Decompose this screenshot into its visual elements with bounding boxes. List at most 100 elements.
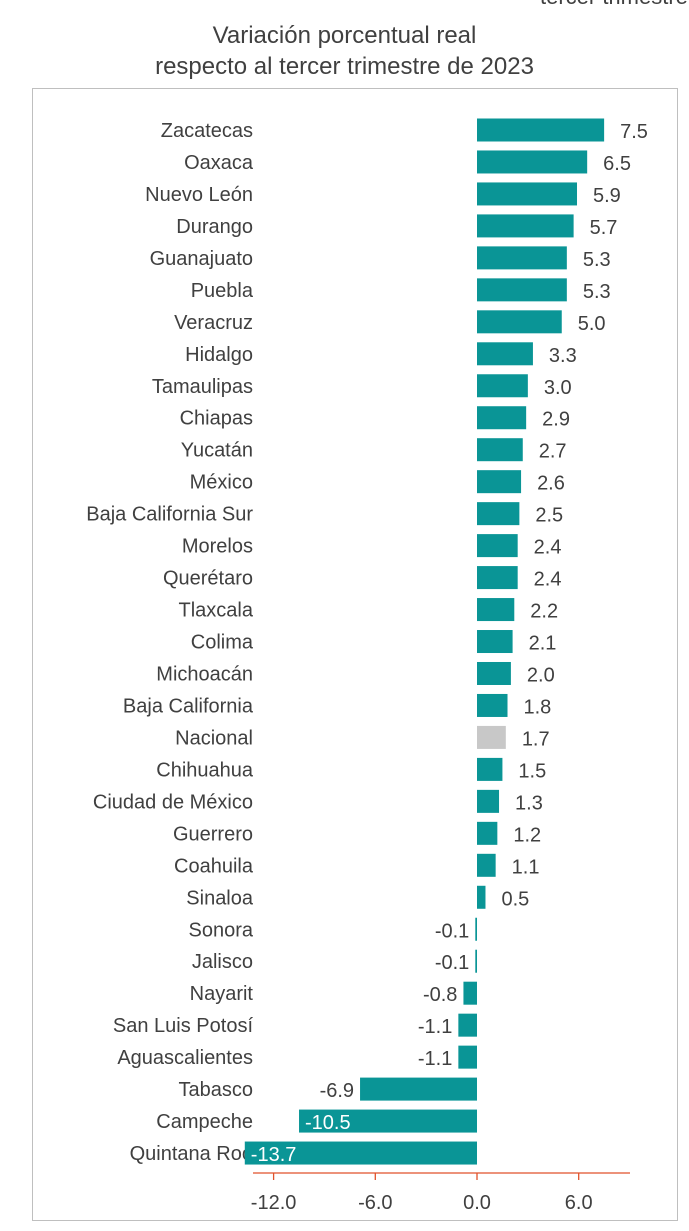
- category-label-sonora: Sonora: [189, 919, 254, 941]
- bar-tabasco: [360, 1077, 477, 1101]
- value-label-chihuahua: 1.5: [518, 760, 546, 782]
- bar-campeche: [299, 1109, 477, 1133]
- category-label-hidalgo: Hidalgo: [185, 344, 253, 366]
- value-label-guanajuato: 5.3: [583, 249, 611, 271]
- category-label-aguascalientes: Aguascalientes: [117, 1047, 253, 1069]
- category-label-durango: Durango: [176, 216, 253, 238]
- value-label-mexico: 2.6: [537, 473, 565, 495]
- category-label-nacional: Nacional: [175, 727, 253, 749]
- category-label-michoacan: Michoacán: [156, 663, 253, 685]
- bar-michoacan: [477, 661, 511, 685]
- bar-guerrero: [477, 821, 498, 845]
- bar-tlaxcala: [477, 598, 515, 622]
- x-tick-label-0: -12.0: [251, 1192, 297, 1214]
- bar-chiapas: [477, 406, 527, 430]
- x-tick-label-2: 0.0: [463, 1192, 491, 1214]
- category-label-oaxaca: Oaxaca: [184, 152, 254, 174]
- x-tick-label-1: -6.0: [358, 1192, 392, 1214]
- value-label-tlaxcala: 2.2: [530, 601, 558, 623]
- bar-oaxaca: [477, 150, 588, 174]
- value-label-michoacan: 2.0: [527, 664, 555, 686]
- bar-jalisco: [475, 949, 477, 973]
- category-label-mexico: México: [190, 472, 253, 494]
- value-label-quintana-roo: -13.7: [251, 1144, 297, 1166]
- category-label-baja-california-sur: Baja California Sur: [86, 504, 253, 526]
- value-label-tamaulipas: 3.0: [544, 377, 572, 399]
- value-label-nayarit: -0.8: [423, 984, 457, 1006]
- value-label-aguascalientes: -1.1: [418, 1048, 452, 1070]
- bar-tamaulipas: [477, 374, 528, 398]
- value-label-yucatan: 2.7: [539, 441, 567, 463]
- value-label-nuevo-leon: 5.9: [593, 185, 621, 207]
- x-tick-label-3: 6.0: [565, 1192, 593, 1214]
- value-label-campeche: -10.5: [305, 1112, 351, 1134]
- bar-hidalgo: [477, 342, 533, 366]
- value-label-sinaloa: 0.5: [501, 888, 529, 910]
- value-label-nacional: 1.7: [522, 728, 550, 750]
- value-label-san-luis-potosi: -1.1: [418, 1016, 452, 1038]
- category-label-campeche: Campeche: [156, 1111, 253, 1133]
- category-label-nayarit: Nayarit: [190, 983, 254, 1005]
- chart-title-line-2: respecto al tercer trimestre de 2023: [155, 53, 534, 80]
- value-label-puebla: 5.3: [583, 281, 611, 303]
- value-label-queretaro: 2.4: [534, 569, 562, 591]
- value-label-baja-california: 1.8: [524, 696, 552, 718]
- bar-morelos: [477, 534, 518, 558]
- bar-guanajuato: [477, 246, 567, 270]
- plot-area-frame: [32, 88, 678, 1221]
- clipped-corner-text: tercer trimestre: [540, 0, 688, 10]
- category-label-chihuahua: Chihuahua: [156, 759, 254, 781]
- value-label-sonora: -0.1: [435, 920, 469, 942]
- value-label-baja-california-sur: 2.5: [535, 505, 563, 527]
- value-label-coahuila: 1.1: [512, 856, 540, 878]
- category-label-ciudad-de-mexico: Ciudad de México: [93, 791, 253, 813]
- chart-title: Variación porcentual real respecto al te…: [0, 20, 689, 82]
- value-label-tabasco: -6.9: [320, 1080, 354, 1102]
- value-label-morelos: 2.4: [534, 537, 562, 559]
- value-label-hidalgo: 3.3: [549, 345, 577, 367]
- category-label-sinaloa: Sinaloa: [186, 887, 254, 909]
- bar-colima: [477, 630, 513, 654]
- value-label-oaxaca: 6.5: [603, 153, 631, 175]
- category-label-baja-california: Baja California: [123, 695, 254, 717]
- category-label-queretaro: Querétaro: [163, 568, 253, 590]
- category-label-nuevo-leon: Nuevo León: [145, 184, 253, 206]
- category-label-veracruz: Veracruz: [174, 312, 253, 334]
- category-label-quintana-roo: Quintana Roo: [130, 1143, 253, 1165]
- category-label-guerrero: Guerrero: [173, 823, 253, 845]
- value-label-zacatecas: 7.5: [620, 121, 648, 143]
- value-label-jalisco: -0.1: [435, 952, 469, 974]
- bar-nayarit: [463, 981, 477, 1005]
- value-label-colima: 2.1: [529, 633, 557, 655]
- bar-baja-california: [477, 693, 508, 717]
- category-label-coahuila: Coahuila: [174, 855, 254, 877]
- bar-veracruz: [477, 310, 562, 334]
- chart-title-line-1: Variación porcentual real: [212, 22, 477, 49]
- bar-chihuahua: [477, 757, 503, 781]
- bar-yucatan: [477, 438, 523, 462]
- bar-aguascalientes: [458, 1045, 477, 1069]
- category-label-tamaulipas: Tamaulipas: [152, 376, 253, 398]
- value-label-guerrero: 1.2: [513, 824, 541, 846]
- bar-sonora: [475, 917, 477, 941]
- category-label-yucatan: Yucatán: [181, 440, 253, 462]
- category-label-tlaxcala: Tlaxcala: [179, 600, 254, 622]
- category-label-jalisco: Jalisco: [192, 951, 253, 973]
- bar-ciudad-de-mexico: [477, 789, 500, 813]
- bar-puebla: [477, 278, 567, 302]
- value-label-chiapas: 2.9: [542, 409, 570, 431]
- bar-queretaro: [477, 566, 518, 590]
- bar-durango: [477, 214, 574, 238]
- category-label-guanajuato: Guanajuato: [150, 248, 253, 270]
- category-label-puebla: Puebla: [191, 280, 254, 302]
- bar-mexico: [477, 470, 522, 494]
- category-label-san-luis-potosi: San Luis Potosí: [113, 1015, 254, 1037]
- value-label-ciudad-de-mexico: 1.3: [515, 792, 543, 814]
- category-label-colima: Colima: [191, 632, 254, 654]
- value-label-veracruz: 5.0: [578, 313, 606, 335]
- bar-quintana-roo: [244, 1141, 477, 1165]
- category-label-zacatecas: Zacatecas: [161, 120, 253, 142]
- bar-baja-california-sur: [477, 502, 520, 526]
- bar-san-luis-potosi: [458, 1013, 477, 1037]
